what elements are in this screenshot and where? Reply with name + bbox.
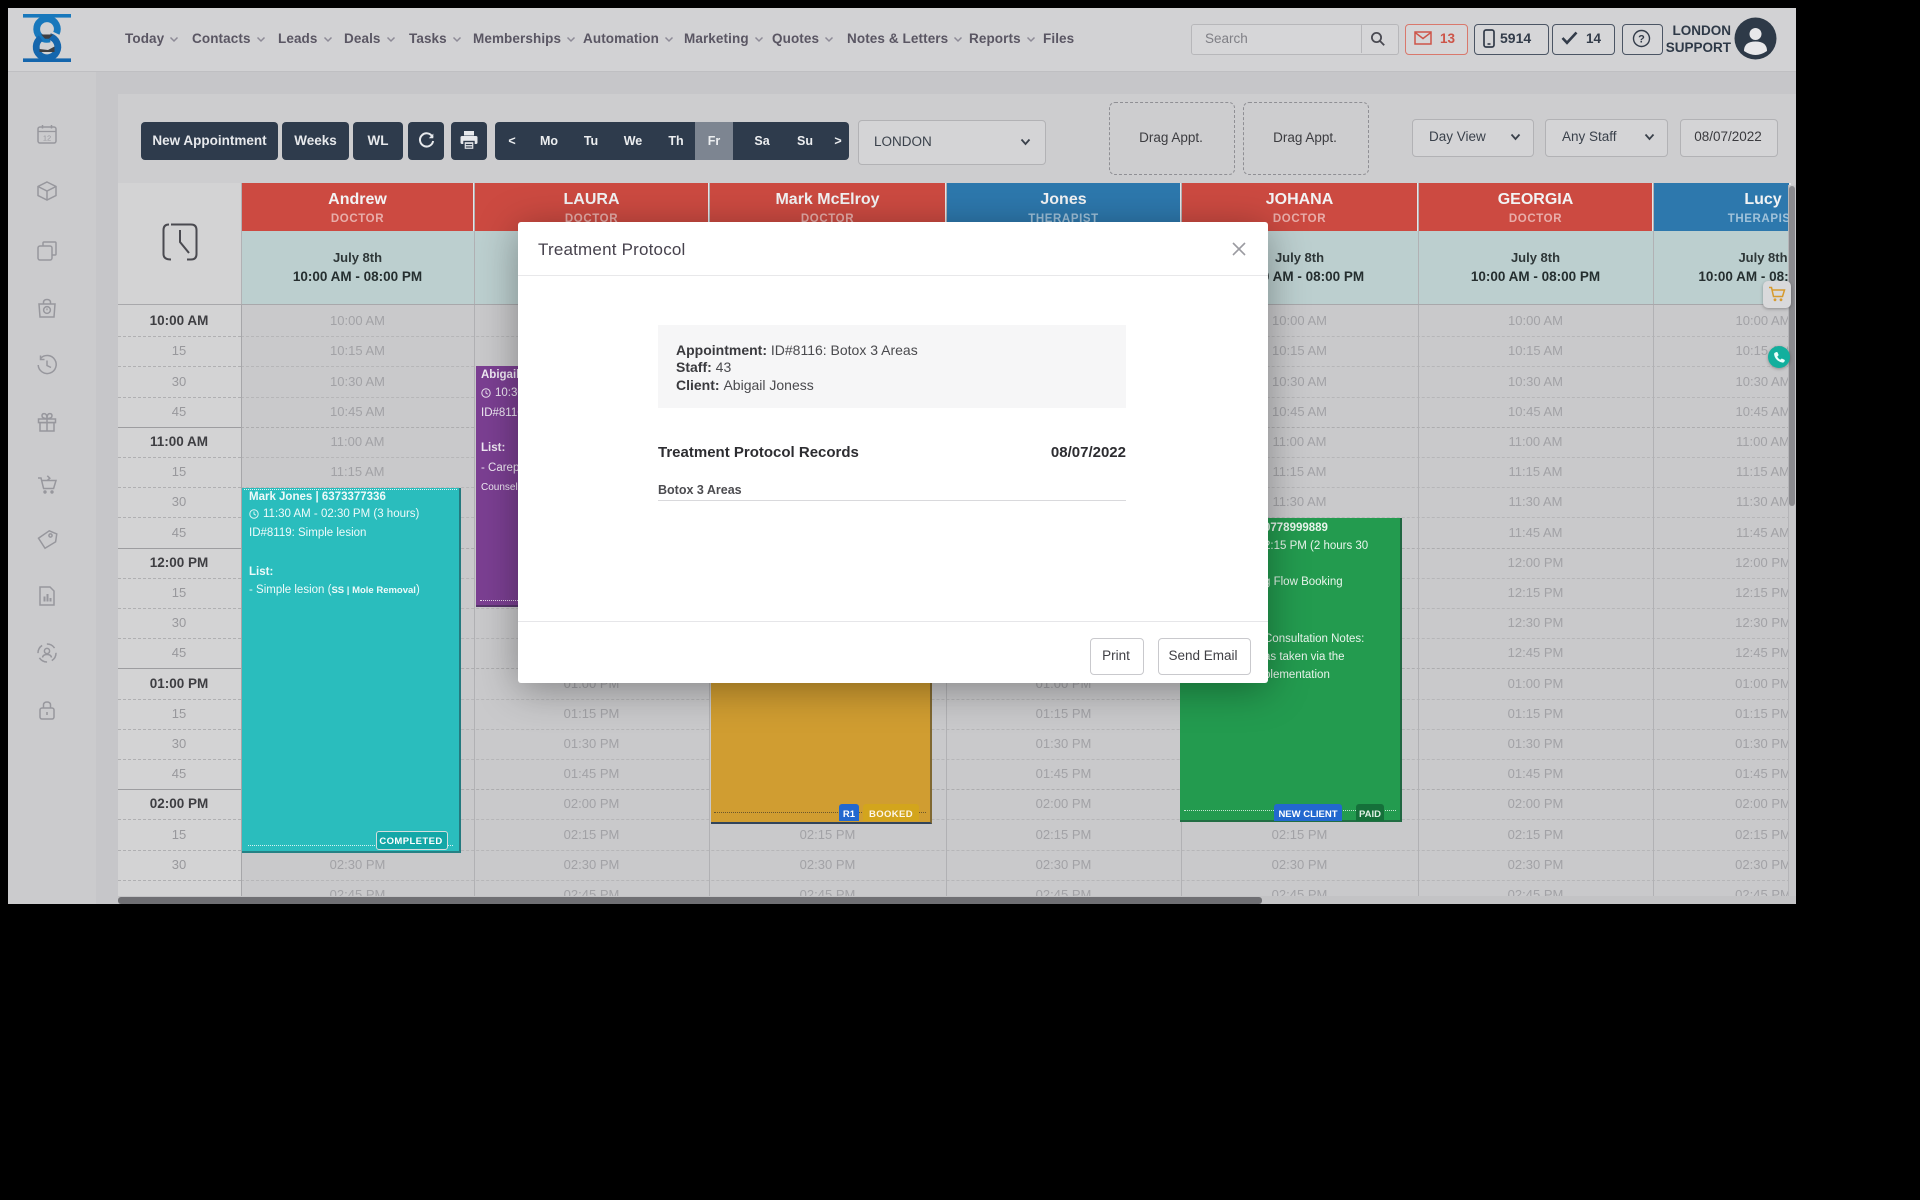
- svg-text:12: 12: [43, 134, 51, 143]
- svg-text:?: ?: [1638, 33, 1645, 45]
